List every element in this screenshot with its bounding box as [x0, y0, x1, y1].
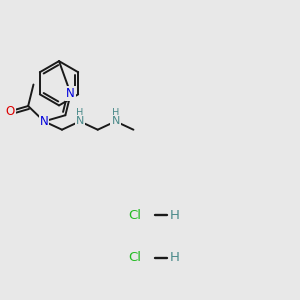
Text: N: N	[111, 116, 120, 126]
Text: H: H	[169, 251, 179, 264]
Text: H: H	[169, 209, 179, 222]
Text: H: H	[76, 108, 83, 118]
Text: H: H	[112, 108, 119, 118]
Text: N: N	[66, 87, 75, 100]
Text: O: O	[5, 105, 15, 118]
Text: N: N	[76, 116, 84, 126]
Text: N: N	[40, 115, 49, 128]
Text: Cl: Cl	[128, 251, 141, 264]
Text: Cl: Cl	[128, 209, 141, 222]
